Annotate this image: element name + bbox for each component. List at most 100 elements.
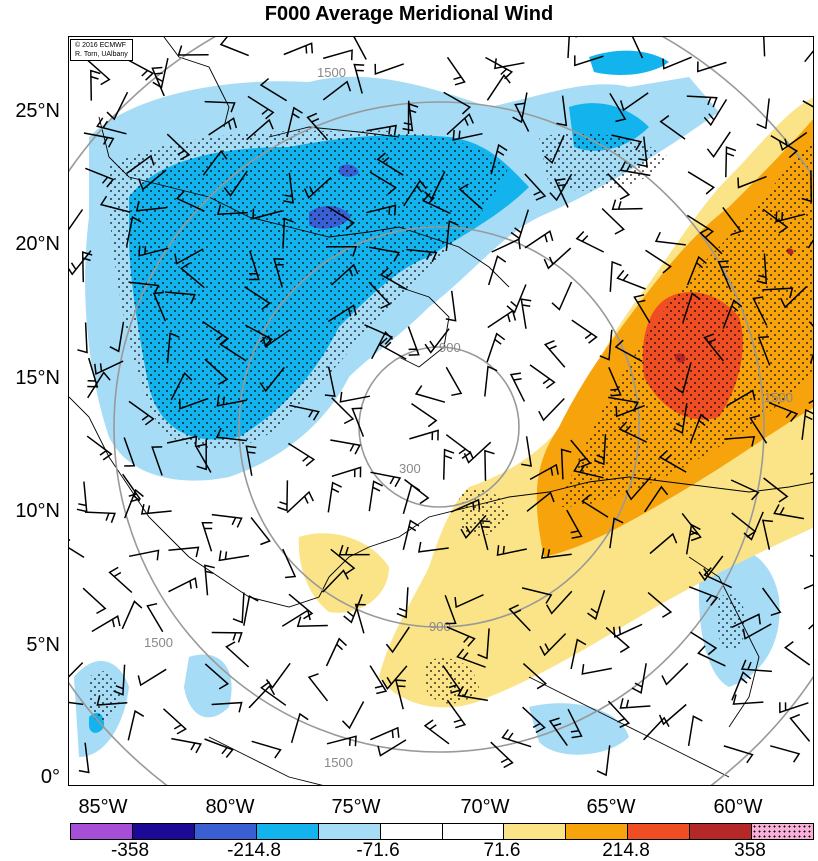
wind-barb xyxy=(282,548,297,579)
wind-barb xyxy=(769,745,801,763)
wind-barb xyxy=(775,211,806,223)
wind-barb xyxy=(262,328,291,348)
wind-barb xyxy=(445,220,459,252)
lat-label-25n: 25°N xyxy=(15,100,60,122)
wind-barb xyxy=(566,509,583,539)
wind-barb xyxy=(343,594,363,624)
colorbar-label-2: -214.8 xyxy=(227,840,281,861)
wind-barb xyxy=(406,248,438,263)
wind-barb xyxy=(281,609,311,627)
wind-barb xyxy=(444,594,457,625)
wind-barb xyxy=(619,92,649,112)
wind-barb xyxy=(637,136,648,168)
lat-label-0: 0° xyxy=(40,766,60,788)
wind-barb xyxy=(180,262,205,289)
wind-barb xyxy=(607,700,631,728)
wind-barb xyxy=(83,132,115,148)
wind-barb xyxy=(509,372,526,402)
lon-label-65w: 65°W xyxy=(586,796,636,818)
wind-barb xyxy=(611,199,643,210)
colorbar-swatch xyxy=(132,824,195,839)
wind-barb xyxy=(417,541,449,553)
wind-barb xyxy=(724,435,756,447)
wind-barb xyxy=(422,192,451,215)
wind-barb xyxy=(756,253,768,285)
wind-barb xyxy=(87,371,111,399)
wind-barb xyxy=(166,435,198,447)
wind-barb xyxy=(194,443,212,473)
wind-barb xyxy=(484,449,495,481)
wind-barb xyxy=(325,637,348,667)
wind-barb xyxy=(752,296,768,326)
wind-barb xyxy=(232,592,245,624)
wind-barb xyxy=(123,437,136,467)
wind-barb xyxy=(614,339,643,363)
wind-barb xyxy=(377,739,407,757)
wind-barb xyxy=(543,340,566,368)
lat-label-20n: 20°N xyxy=(15,233,60,255)
wind-barb xyxy=(322,569,349,593)
wind-barb xyxy=(540,547,572,559)
wind-barb xyxy=(248,684,276,709)
wind-barb xyxy=(128,400,155,426)
wind-barb xyxy=(124,488,144,519)
wind-barb xyxy=(204,663,230,690)
wind-barb xyxy=(208,117,238,136)
wind-barb xyxy=(251,740,282,759)
wind-barb xyxy=(121,600,143,630)
wind-barb xyxy=(265,662,291,689)
wind-barb xyxy=(326,735,357,747)
wind-barb xyxy=(170,371,193,401)
wind-barb xyxy=(296,616,328,627)
wind-barb xyxy=(126,154,155,175)
wind-barb xyxy=(327,304,357,323)
wind-barb xyxy=(661,662,689,686)
wind-barb xyxy=(259,78,287,102)
wind-barb xyxy=(290,712,309,744)
wind-barb xyxy=(324,366,336,397)
wind-barb xyxy=(109,321,125,353)
wind-barb xyxy=(151,446,163,476)
wind-barb xyxy=(619,698,651,709)
credit-line-1: © 2016 ECMWF xyxy=(75,42,127,49)
ring-label-300: 300 xyxy=(399,461,421,476)
wind-barb xyxy=(106,91,129,121)
wind-barb xyxy=(330,439,361,455)
wind-barb xyxy=(245,445,257,476)
wind-barb xyxy=(607,173,631,200)
wind-barb xyxy=(673,403,688,435)
wind-barb xyxy=(768,402,799,422)
range-ring-labels: 300 900 900 1500 1500 1500 1500 xyxy=(144,65,793,770)
wind-barb xyxy=(762,287,794,299)
wind-barb xyxy=(567,37,577,59)
wind-barb xyxy=(514,102,530,132)
wind-barb xyxy=(456,648,486,668)
wind-barb xyxy=(521,587,553,604)
colorbar-swatch xyxy=(380,824,443,839)
wind-barb xyxy=(445,434,472,460)
ring-label-900-bottom: 900 xyxy=(429,619,451,634)
wind-barb xyxy=(330,548,356,575)
wind-barb xyxy=(539,633,567,657)
wind-barb xyxy=(177,45,209,56)
wind-barb xyxy=(496,545,527,557)
colorbar-label-3: -71.6 xyxy=(356,840,400,861)
wind-barb xyxy=(803,584,813,590)
wind-barb xyxy=(286,490,314,514)
wind-barb xyxy=(697,645,726,667)
wind-barb xyxy=(452,129,483,141)
wind-barb xyxy=(409,429,439,441)
wind-barb xyxy=(605,626,631,653)
wind-barb xyxy=(322,80,352,101)
colorbar-swatch xyxy=(752,824,814,839)
wind-barb xyxy=(303,176,332,199)
wind-barb xyxy=(223,170,249,197)
wind-barb xyxy=(616,269,646,290)
wind-barb xyxy=(779,702,809,714)
wind-barb xyxy=(529,463,559,481)
wind-barb xyxy=(612,623,643,639)
wind-barb xyxy=(662,56,692,70)
wind-barb xyxy=(283,42,314,56)
wind-barb xyxy=(446,626,476,647)
wind-barb xyxy=(127,709,145,741)
